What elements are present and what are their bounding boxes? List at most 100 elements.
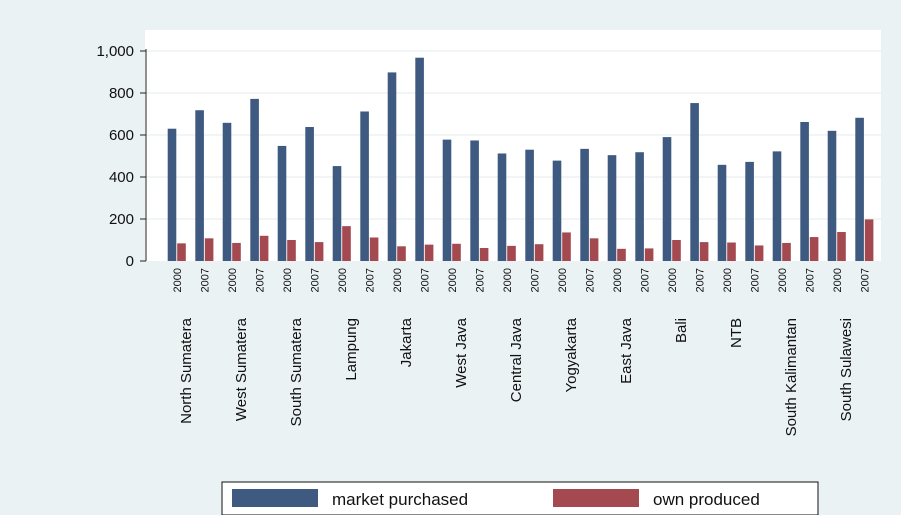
- y-tick-label: 200: [109, 211, 134, 228]
- year-tick-label: 2000: [557, 268, 569, 292]
- bar-own-produced: [177, 243, 186, 261]
- year-tick-label: 2007: [200, 268, 212, 292]
- region-label: Yogyakarta: [563, 317, 580, 392]
- bar-market-purchased: [855, 117, 864, 261]
- axes: [140, 49, 147, 262]
- bar-own-produced: [479, 247, 489, 261]
- bar-own-produced: [589, 238, 599, 261]
- bar-market-purchased: [827, 130, 837, 261]
- bar-market-purchased: [580, 148, 589, 261]
- region-label: Bali: [673, 318, 690, 343]
- bar-own-produced: [204, 238, 214, 261]
- region-label: West Java: [453, 317, 470, 387]
- year-tick-label: 2000: [227, 268, 239, 292]
- region-label: West Sumatera: [233, 317, 250, 421]
- year-tick-label: 2000: [337, 268, 349, 292]
- year-tick-label: 2007: [585, 268, 597, 292]
- bar-own-produced: [562, 232, 571, 261]
- bar-market-purchased: [497, 153, 507, 261]
- bar-market-purchased: [360, 111, 369, 261]
- year-tick-label: 2000: [612, 268, 624, 292]
- y-tick-label: 400: [109, 169, 134, 186]
- bar-own-produced: [314, 242, 324, 261]
- bar-own-produced: [534, 244, 544, 261]
- region-label: South Sumatera: [288, 317, 305, 426]
- bar-market-purchased: [332, 166, 342, 261]
- year-tick-label: 2000: [722, 268, 734, 292]
- bar-market-purchased: [772, 151, 782, 261]
- year-tick-label: 2007: [255, 268, 267, 292]
- bar-market-purchased: [525, 149, 534, 261]
- year-tick-label: 2007: [860, 268, 872, 292]
- bar-market-purchased: [662, 137, 672, 261]
- y-tick-label: 800: [109, 85, 134, 102]
- bar-market-purchased: [305, 127, 314, 262]
- y-tick-label: 600: [109, 127, 134, 144]
- year-tick-label: 2000: [392, 268, 404, 292]
- bar-own-produced: [342, 226, 351, 261]
- bar-market-purchased: [552, 160, 562, 261]
- bar-market-purchased: [717, 164, 727, 261]
- bar-market-purchased: [800, 121, 809, 261]
- bar-own-produced: [369, 237, 379, 261]
- year-tick-label: 2007: [475, 268, 487, 292]
- bar-market-purchased: [635, 152, 644, 261]
- region-label: North Sumatera: [178, 317, 195, 424]
- bar-own-produced: [397, 246, 406, 261]
- region-label: South Kalimantan: [783, 318, 800, 436]
- region-label: Central Java: [508, 317, 525, 402]
- bar-own-produced: [699, 242, 709, 261]
- bar-own-produced: [424, 244, 434, 261]
- bar-market-purchased: [690, 103, 699, 261]
- bar-market-purchased: [607, 155, 617, 261]
- bar-own-produced: [232, 242, 241, 261]
- bar-market-purchased: [277, 145, 287, 261]
- year-tick-label: 2000: [447, 268, 459, 292]
- grid-lines: [145, 50, 881, 220]
- year-tick-label: 2007: [310, 268, 322, 292]
- year-tick-label: 2007: [750, 268, 762, 292]
- bar-own-produced: [287, 240, 296, 261]
- bar-own-produced: [837, 232, 846, 261]
- year-tick-label: 2007: [420, 268, 432, 292]
- year-tick-label: 2000: [832, 268, 844, 292]
- year-tick-label: 2007: [640, 268, 652, 292]
- bar-market-purchased: [470, 140, 479, 261]
- plot-area: [145, 30, 881, 261]
- bar-own-produced: [754, 245, 764, 261]
- year-tick-label: 2000: [282, 268, 294, 292]
- bar-own-produced: [644, 248, 654, 261]
- bar-market-purchased: [415, 57, 424, 261]
- region-label: Lampung: [343, 318, 360, 381]
- bar-own-produced: [809, 237, 819, 261]
- year-tick-label: 2000: [172, 268, 184, 292]
- region-label: East Java: [618, 317, 635, 384]
- legend: market purchased own produced: [221, 481, 819, 515]
- legend-swatch-own-produced: [553, 489, 639, 507]
- bar-market-purchased: [195, 110, 204, 261]
- year-tick-label: 2007: [695, 268, 707, 292]
- legend-box: [221, 481, 819, 515]
- bar-market-purchased: [250, 98, 259, 261]
- year-tick-label: 2007: [365, 268, 377, 292]
- bar-own-produced: [864, 219, 874, 261]
- legend-label-own-produced: own produced: [653, 490, 760, 509]
- bar-market-purchased: [745, 161, 754, 261]
- legend-swatch-market-purchased: [232, 489, 318, 507]
- bar-own-produced: [452, 243, 461, 261]
- bar-market-purchased: [167, 128, 177, 261]
- bar-market-purchased: [387, 72, 397, 261]
- legend-label-market-purchased: market purchased: [332, 490, 468, 509]
- bar-own-produced: [617, 248, 626, 261]
- year-tick-label: 2007: [530, 268, 542, 292]
- tick-labels: 0 200 400 600 800 1,000 2000 2007 North Sumatera…: [96, 43, 871, 436]
- year-tick-label: 2007: [805, 268, 817, 292]
- bar-own-produced: [259, 235, 269, 261]
- region-label: Jakarta: [398, 317, 415, 367]
- bar-market-purchased: [442, 139, 452, 261]
- bar-market-purchased: [222, 122, 232, 261]
- bar-own-produced: [727, 242, 736, 261]
- region-label: NTB: [728, 318, 745, 348]
